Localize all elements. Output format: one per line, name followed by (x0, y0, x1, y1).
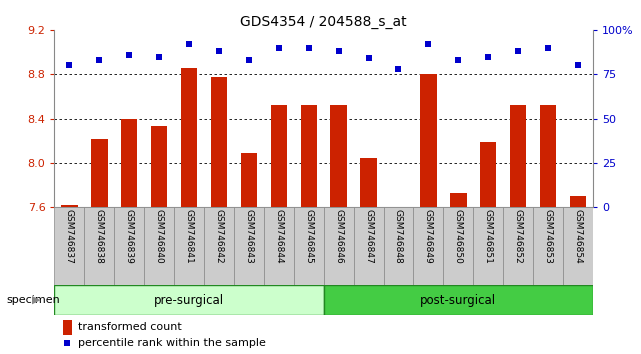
Bar (324, 285, 593, 315)
Point (453, 57, 463, 63)
Bar (151, 126, 167, 207)
Text: percentile rank within the sample: percentile rank within the sample (78, 338, 265, 348)
Bar (234, 207, 264, 285)
Text: GSM746849: GSM746849 (424, 210, 433, 264)
Text: GSM746839: GSM746839 (125, 210, 134, 264)
Bar (570, 196, 587, 207)
Bar (204, 207, 234, 285)
Text: GSM746853: GSM746853 (544, 210, 553, 264)
Text: GSM746845: GSM746845 (304, 210, 313, 264)
Bar (121, 119, 138, 207)
Bar (533, 207, 563, 285)
Bar (144, 207, 174, 285)
Text: GSM746838: GSM746838 (95, 210, 104, 264)
Point (394, 66, 404, 72)
Bar (413, 207, 444, 285)
Bar (301, 105, 317, 207)
Bar (324, 207, 354, 285)
Bar (480, 142, 496, 207)
Text: specimen: specimen (6, 295, 60, 305)
Point (62, 340, 72, 346)
Text: GSM746846: GSM746846 (334, 210, 343, 264)
Bar (294, 207, 324, 285)
Bar (54, 207, 85, 285)
Bar (450, 193, 467, 207)
Point (363, 56, 374, 61)
Point (154, 54, 164, 59)
Text: GSM746837: GSM746837 (65, 210, 74, 264)
Text: post-surgical: post-surgical (420, 293, 496, 307)
Text: GSM746840: GSM746840 (154, 210, 163, 264)
Bar (540, 105, 556, 207)
Bar (63, 320, 72, 335)
Bar (91, 138, 108, 207)
Point (573, 63, 583, 68)
Bar (383, 207, 413, 285)
Point (184, 41, 194, 47)
Point (244, 57, 254, 63)
Text: ▶: ▶ (32, 295, 41, 305)
Text: GSM746848: GSM746848 (394, 210, 403, 264)
Point (333, 48, 344, 54)
Text: GSM746841: GSM746841 (185, 210, 194, 264)
Bar (114, 207, 144, 285)
Text: pre-surgical: pre-surgical (154, 293, 224, 307)
Text: GSM746850: GSM746850 (454, 210, 463, 264)
Bar (503, 207, 533, 285)
Point (304, 45, 314, 51)
Point (274, 45, 284, 51)
Bar (510, 105, 526, 207)
Bar (271, 105, 287, 207)
Text: GSM746843: GSM746843 (244, 210, 253, 264)
Text: GSM746844: GSM746844 (274, 210, 283, 264)
Bar (54, 285, 324, 315)
Bar (360, 159, 377, 207)
Bar (444, 207, 473, 285)
Text: GSM746852: GSM746852 (513, 210, 522, 264)
Bar (62, 205, 78, 207)
Title: GDS4354 / 204588_s_at: GDS4354 / 204588_s_at (240, 15, 407, 29)
Bar (211, 76, 228, 207)
Point (124, 52, 135, 58)
Point (423, 41, 433, 47)
Bar (331, 105, 347, 207)
Bar (174, 207, 204, 285)
Point (214, 48, 224, 54)
Text: GSM746842: GSM746842 (215, 210, 224, 264)
Text: transformed count: transformed count (78, 322, 181, 332)
Point (483, 54, 494, 59)
Bar (181, 68, 197, 207)
Point (513, 48, 523, 54)
Bar (473, 207, 503, 285)
Bar (264, 207, 294, 285)
Bar (85, 207, 114, 285)
Bar (563, 207, 593, 285)
Point (543, 45, 553, 51)
Text: GSM746854: GSM746854 (574, 210, 583, 264)
Point (64, 63, 74, 68)
Text: GSM746851: GSM746851 (484, 210, 493, 264)
Bar (354, 207, 383, 285)
Text: GSM746847: GSM746847 (364, 210, 373, 264)
Point (94, 57, 104, 63)
Bar (420, 74, 437, 207)
Bar (241, 153, 257, 207)
